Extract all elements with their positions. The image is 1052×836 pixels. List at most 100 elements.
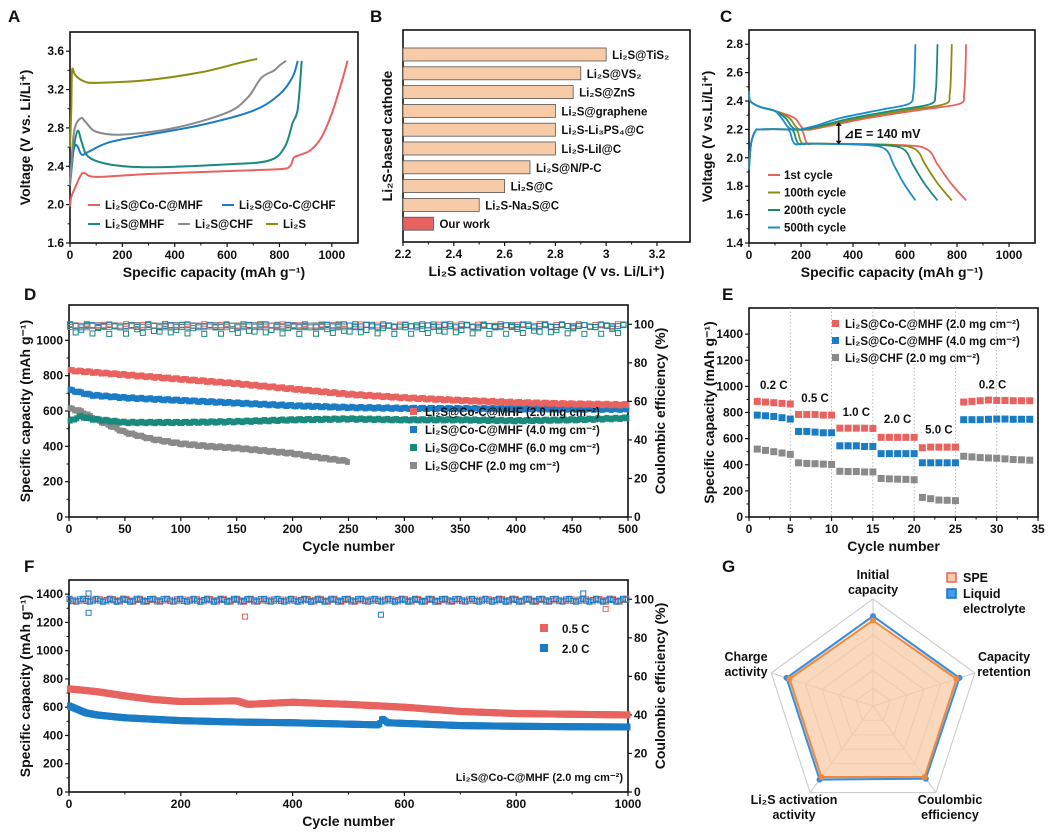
rate-point xyxy=(811,428,819,436)
rate-point xyxy=(819,411,827,419)
y-axis-label: Specific capacity (mAh g⁻¹) xyxy=(17,595,33,777)
rate-point xyxy=(1009,415,1017,423)
rate-point xyxy=(844,442,852,450)
ce-point xyxy=(614,323,621,330)
ce-point xyxy=(93,595,100,602)
ce-point xyxy=(486,330,493,337)
ce-point xyxy=(341,321,348,328)
legend-label: 100th cycle xyxy=(784,188,846,200)
rate-point xyxy=(786,450,794,458)
ce-point xyxy=(598,322,605,329)
rate-point xyxy=(836,424,844,432)
ce-point xyxy=(609,325,616,332)
y-tick-label: 0 xyxy=(56,785,63,799)
ce-point xyxy=(415,596,422,603)
arrow-head-up xyxy=(835,122,842,126)
x-tick-label: 0 xyxy=(746,248,753,262)
rate-point xyxy=(951,497,959,505)
ce-point xyxy=(123,322,130,329)
ce-point xyxy=(206,323,213,330)
ce-point xyxy=(458,322,465,329)
legend-label: Li₂S@CHF (2.0 mg cm⁻²) xyxy=(425,461,560,473)
bar-label: Li₂S@VS₂ xyxy=(587,69,642,81)
ce-point xyxy=(368,321,375,328)
ce-point xyxy=(436,323,443,330)
ce-point xyxy=(553,327,560,334)
y-tick-label: 1.4 xyxy=(726,236,743,250)
rate-point xyxy=(1001,455,1009,463)
ce-point xyxy=(304,597,311,604)
x-tick-label: 3.2 xyxy=(649,247,666,261)
rate-point xyxy=(1017,415,1025,423)
ce-point xyxy=(620,321,627,328)
rate-point xyxy=(918,493,926,501)
ce-point xyxy=(357,329,364,336)
x-tick-label: 200 xyxy=(171,797,191,811)
rate-point xyxy=(984,454,992,462)
ce-point xyxy=(83,324,90,331)
rate-point xyxy=(1009,397,1017,405)
ce-point xyxy=(436,327,443,334)
ce-point xyxy=(331,596,338,603)
radar-axis-label: Li₂S activation xyxy=(751,793,838,807)
ce-point xyxy=(447,323,454,330)
ce-point xyxy=(156,322,163,329)
radar-axis-label: activity xyxy=(772,808,815,822)
bar xyxy=(402,66,582,81)
rate-point xyxy=(910,476,918,484)
ce-point xyxy=(424,322,431,329)
ce-point xyxy=(531,322,538,329)
ce-point xyxy=(204,595,211,602)
ce-point xyxy=(531,324,538,331)
y2-tick-label: 100 xyxy=(634,317,654,331)
bar-label: Li₂S@graphene xyxy=(561,106,647,118)
ce-point xyxy=(245,323,252,330)
ce-point xyxy=(313,330,320,337)
bar xyxy=(402,141,556,156)
ce-point xyxy=(519,330,526,337)
ce-point xyxy=(575,322,582,329)
rate-point xyxy=(927,459,935,467)
x-tick-label: 15 xyxy=(866,522,880,536)
ce-point xyxy=(405,598,412,605)
y-tick-label: 3.6 xyxy=(47,44,64,58)
ce-point xyxy=(381,596,388,603)
x-tick-label: 20 xyxy=(907,522,921,536)
series-line xyxy=(69,60,299,176)
rate-point xyxy=(976,416,984,424)
ce-point xyxy=(123,330,130,337)
ce-point xyxy=(452,329,459,336)
ce-point xyxy=(251,598,258,605)
bar-label: Li₂S-Na₂S@C xyxy=(485,200,559,212)
ce-point xyxy=(217,595,224,602)
rate-point xyxy=(753,397,761,405)
x-axis-label: Cycle number xyxy=(302,538,395,554)
legend-swatch xyxy=(410,408,417,415)
ce-point xyxy=(190,322,197,329)
rate-point xyxy=(935,459,943,467)
ce-point xyxy=(531,327,538,334)
ce-point xyxy=(167,323,174,330)
x-tick-label: 2.2 xyxy=(395,247,412,261)
bar xyxy=(402,179,505,194)
y-tick-label: 1400 xyxy=(36,587,63,601)
rate-label: 5.0 C xyxy=(925,424,953,436)
rate-point xyxy=(803,427,811,435)
rate-point xyxy=(753,411,761,419)
ce-point xyxy=(441,328,448,335)
rate-point xyxy=(918,444,926,452)
rate-point xyxy=(828,429,836,437)
ce-point xyxy=(308,598,315,605)
ce-point xyxy=(89,323,96,330)
ce-point xyxy=(355,596,362,603)
ce-point xyxy=(458,321,465,328)
discharge-curve xyxy=(748,128,917,201)
legend-label: Li₂S@Co-C@MHF (6.0 mg cm⁻²) xyxy=(425,443,600,455)
y2-tick-label: 80 xyxy=(634,631,648,645)
ce-point xyxy=(251,322,258,329)
x-axis-label: Li₂S activation voltage (V vs. Li/Li⁺) xyxy=(428,263,664,279)
ce-point xyxy=(201,321,208,328)
rate-point xyxy=(885,433,893,441)
ce-point xyxy=(536,322,543,329)
